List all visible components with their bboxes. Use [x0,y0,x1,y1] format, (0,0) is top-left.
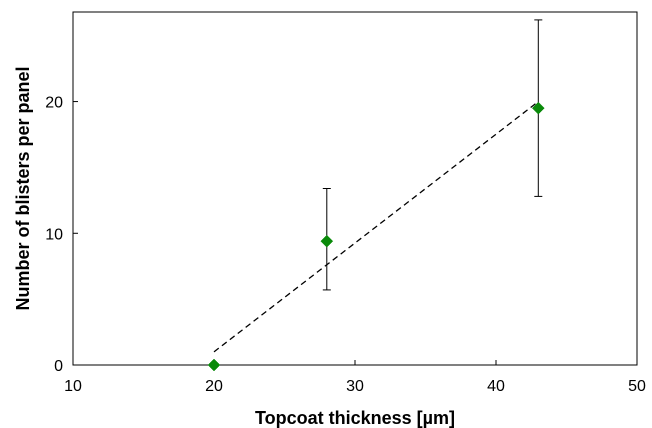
x-axis-title: Topcoat thickness [µm] [255,408,455,428]
y-tick-label: 0 [54,358,63,375]
plot-area-border [72,11,638,366]
x-tick-label: 50 [628,378,646,395]
data-point [320,234,334,248]
data-point [531,101,545,115]
x-tick-label: 40 [487,378,505,395]
error-bars [322,19,543,291]
trendline [213,101,539,353]
data-points [207,101,545,372]
plot-frame [72,11,638,366]
y-tick-label: 20 [45,95,63,112]
x-tick-label: 10 [64,378,82,395]
x-tick-label: 30 [346,378,364,395]
trendline-segment [213,101,539,353]
y-tick-label: 10 [45,226,63,243]
x-tick-label: 20 [205,378,223,395]
data-point [207,358,221,372]
y-axis-title: Number of blisters per panel [13,66,33,310]
